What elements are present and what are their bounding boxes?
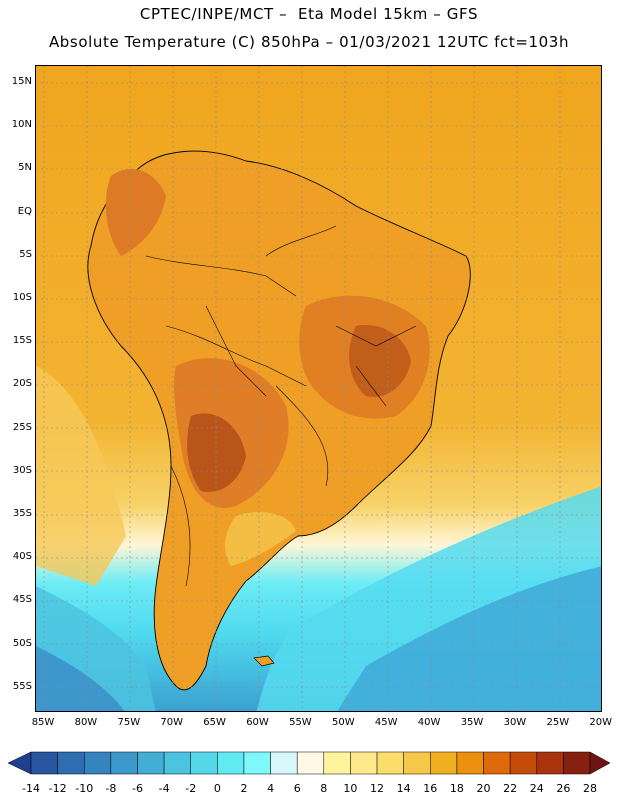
colorbar-segment bbox=[430, 751, 458, 775]
longitude-label: 55W bbox=[289, 717, 312, 728]
colorbar-label: 16 bbox=[423, 782, 438, 795]
colorbar-segment bbox=[483, 751, 511, 775]
longitude-label: 80W bbox=[74, 717, 98, 728]
longitude-label: 25W bbox=[546, 717, 570, 728]
colorbar-label: 20 bbox=[476, 782, 491, 795]
latitude-label: 40S bbox=[12, 551, 32, 563]
colorbar-label: -14 bbox=[22, 782, 40, 795]
colorbar-under-arrow bbox=[7, 751, 32, 775]
colorbar-label: 6 bbox=[293, 782, 301, 795]
colorbar-label: 10 bbox=[343, 782, 358, 795]
longitude-label: 70W bbox=[160, 717, 183, 728]
latitude-label: EQ bbox=[17, 205, 32, 217]
hottest-chaco bbox=[187, 413, 246, 492]
colorbar-segment bbox=[190, 751, 218, 775]
colorbar-segment bbox=[57, 751, 85, 775]
colorbar-segment bbox=[456, 751, 484, 775]
longitude-label: 30W bbox=[503, 717, 527, 728]
colorbar-label: 26 bbox=[556, 782, 571, 795]
latitude-label: 35S bbox=[12, 508, 32, 519]
longitude-label: 35W bbox=[460, 717, 484, 728]
colorbar-label: 22 bbox=[503, 782, 518, 795]
colorbar-label: 0 bbox=[213, 782, 221, 795]
longitude-label: 40W bbox=[417, 717, 441, 728]
colorbar-segment bbox=[243, 751, 271, 775]
colorbar-label: -12 bbox=[48, 782, 67, 795]
colorbar bbox=[7, 751, 611, 775]
latitude-label: 10S bbox=[12, 292, 32, 303]
colorbar-label: -6 bbox=[131, 782, 143, 795]
longitude-label: 50W bbox=[331, 717, 355, 728]
colorbar-segment bbox=[376, 751, 404, 775]
longitude-label: 60W bbox=[246, 717, 269, 728]
latitude-label: 20S bbox=[12, 378, 32, 390]
colorbar-label: -8 bbox=[105, 782, 117, 795]
warm-pacific-band bbox=[36, 366, 126, 586]
colorbar-segment bbox=[323, 751, 351, 775]
colorbar-segment bbox=[30, 751, 58, 775]
colorbar-segment bbox=[217, 751, 245, 775]
latitude-label: 5S bbox=[19, 248, 32, 260]
country-borders bbox=[145, 225, 417, 587]
latitude-label: 25S bbox=[12, 421, 32, 433]
latitude-label: 50S bbox=[12, 637, 32, 649]
longitude-label: 20W bbox=[589, 717, 612, 728]
longitude-label: 85W bbox=[31, 717, 55, 728]
colorbar-label: -4 bbox=[158, 782, 170, 795]
longitude-label: 45W bbox=[374, 717, 398, 728]
colorbar-label: 28 bbox=[583, 782, 597, 795]
colorbar-segment bbox=[563, 751, 591, 775]
map-subtitle: Absolute Temperature (C) 850hPa – 01/03/… bbox=[48, 33, 570, 51]
colorbar-segment bbox=[137, 751, 165, 775]
colorbar-label: -10 bbox=[75, 782, 94, 795]
latitude-label: 5N bbox=[18, 162, 32, 174]
falklands-island bbox=[253, 655, 275, 667]
colorbar-label: 8 bbox=[320, 782, 328, 795]
colorbar-segment bbox=[350, 751, 378, 775]
colorbar-label: 18 bbox=[449, 782, 464, 795]
coldest-southwest bbox=[36, 646, 125, 711]
colorbar-label: -2 bbox=[185, 782, 197, 795]
colorbar-segment bbox=[270, 751, 298, 775]
latitude-label: 30S bbox=[12, 464, 32, 476]
colorbar-segment bbox=[296, 751, 325, 775]
colorbar-segment bbox=[110, 751, 138, 775]
colorbar-label: 12 bbox=[370, 782, 385, 795]
colorbar-over-arrow bbox=[589, 751, 611, 775]
colorbar-segment bbox=[536, 751, 564, 775]
colorbar-segment bbox=[403, 751, 431, 775]
longitude-label: 65W bbox=[203, 717, 226, 728]
colorbar-label: 24 bbox=[529, 782, 544, 795]
latitude-label: 55S bbox=[12, 680, 32, 692]
colorbar-segment bbox=[163, 751, 191, 775]
latitude-label: 10N bbox=[11, 119, 32, 131]
latitude-label: 15N bbox=[11, 76, 32, 87]
colorbar-label: 2 bbox=[240, 782, 248, 795]
warm-pampas bbox=[224, 511, 296, 566]
hot-andes-north bbox=[105, 168, 166, 256]
map-title: CPTEC/INPE/MCT – Eta Model 15km – GFS bbox=[139, 5, 479, 23]
colorbar-segment bbox=[83, 751, 112, 775]
longitude-label: 75W bbox=[117, 717, 141, 728]
coldest-southeast bbox=[337, 566, 601, 711]
colorbar-segment bbox=[509, 751, 538, 775]
hottest-brazil-core bbox=[349, 325, 411, 397]
colorbar-label: 4 bbox=[267, 782, 275, 795]
latitude-label: 15S bbox=[12, 335, 32, 347]
temperature-map bbox=[35, 65, 602, 712]
colorbar-label: 14 bbox=[396, 782, 411, 795]
latitude-label: 45S bbox=[12, 594, 32, 606]
